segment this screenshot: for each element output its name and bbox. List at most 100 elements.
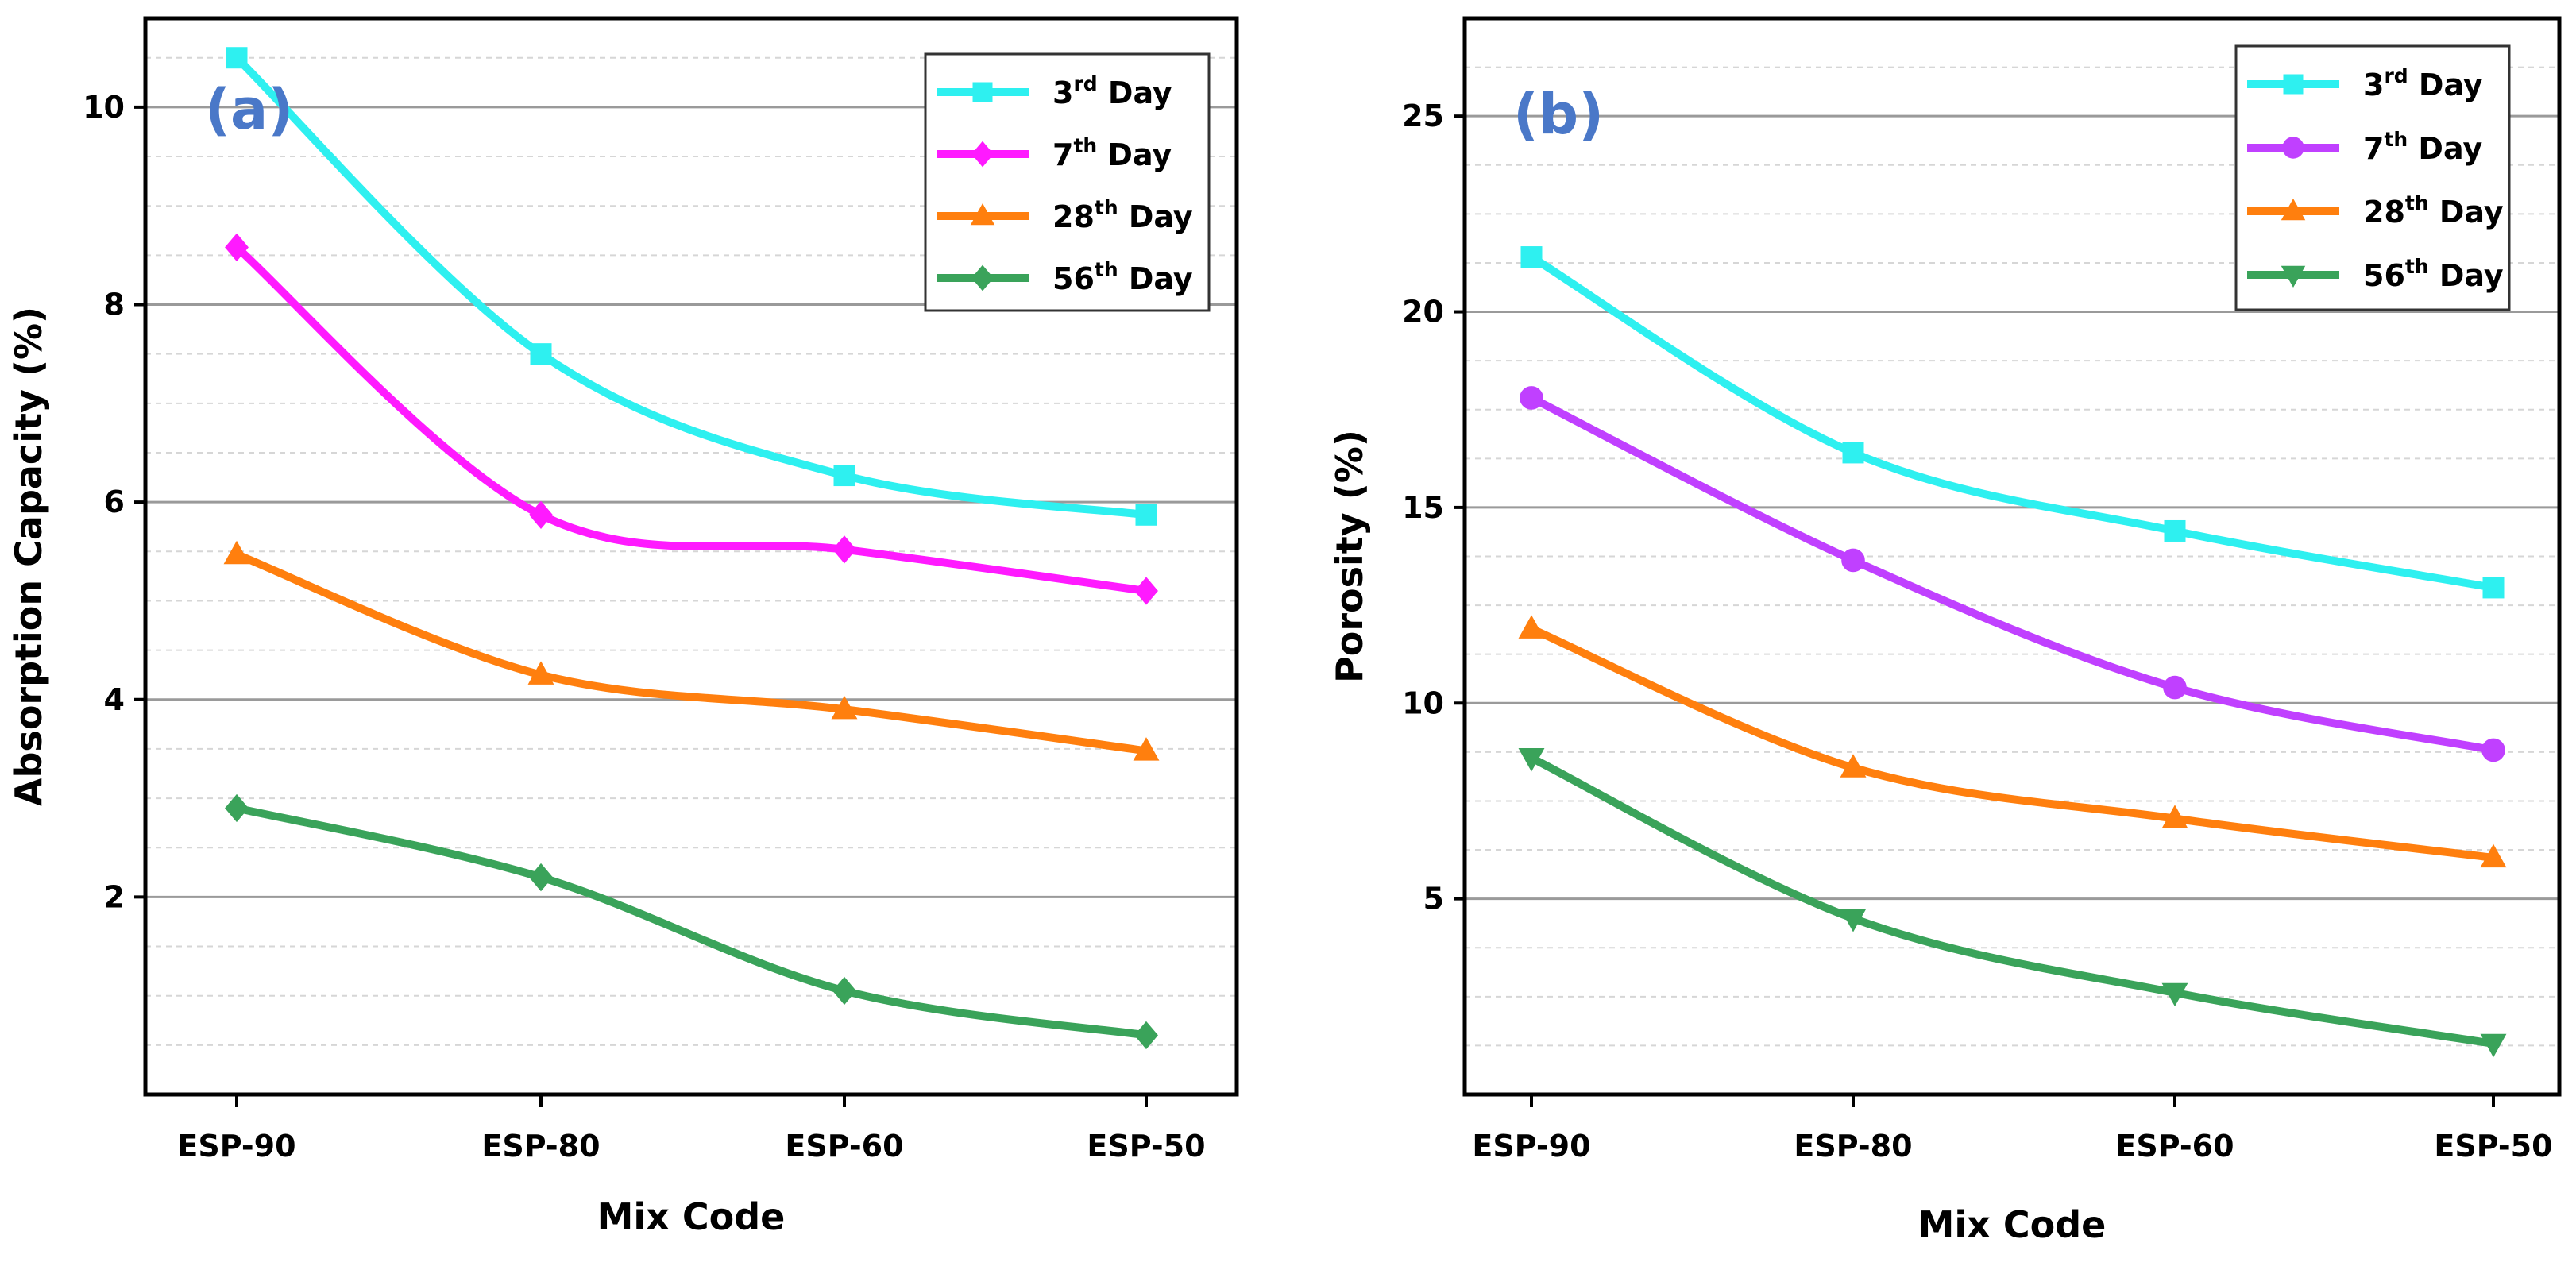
data-point	[833, 465, 855, 487]
series-3rd-day	[226, 47, 1157, 526]
y-tick-label: 6	[104, 484, 125, 519]
series-56th-day	[1518, 748, 2507, 1058]
y-tick-label: 10	[1402, 685, 1444, 720]
data-point	[1133, 737, 1160, 761]
series-line	[1527, 624, 2497, 862]
data-point	[1518, 615, 1545, 639]
legend-item: 28th Day	[2247, 191, 2504, 230]
legend-swatch-marker	[2281, 198, 2306, 221]
legend-label: 28th Day	[1052, 196, 1193, 234]
y-tick-label: 20	[1402, 295, 1444, 330]
legend-item: 3rd Day	[937, 72, 1172, 110]
legend-swatch-marker	[970, 203, 995, 226]
legend-swatch-marker	[2282, 137, 2304, 159]
data-point	[225, 233, 249, 262]
x-axis-title: Mix Code	[1918, 1203, 2107, 1246]
series-28th-day	[223, 540, 1160, 761]
data-point	[1840, 754, 1867, 778]
series-line	[1527, 754, 2497, 1048]
legend-swatch-marker	[971, 141, 994, 168]
legend-label: 56th Day	[2363, 255, 2504, 293]
y-tick-label: 8	[104, 288, 125, 322]
data-point	[2482, 577, 2505, 599]
x-tick-label: ESP-90	[1472, 1129, 1590, 1164]
x-tick-label: ESP-50	[1087, 1129, 1205, 1164]
data-point	[529, 500, 553, 529]
x-tick-label: ESP-60	[2115, 1129, 2234, 1164]
legend-label: 7th Day	[2363, 128, 2482, 166]
plot-frame	[143, 16, 1239, 1097]
data-point	[2163, 675, 2187, 700]
legend: 3rd Day 7th Day 28th Day 56th Day	[2234, 44, 2511, 311]
panel-label: (b)	[1513, 82, 1604, 147]
data-point	[529, 863, 553, 892]
data-point	[1841, 548, 1865, 573]
data-point	[2480, 1033, 2507, 1058]
series-3rd-day	[1520, 246, 2505, 599]
y-tick-label: 5	[1423, 882, 1444, 917]
data-point	[1134, 1021, 1158, 1050]
data-point	[2164, 519, 2186, 542]
data-point	[831, 695, 858, 720]
chart-panel-b: 5 10 15 20 25 ESP-90 ESP-80 ESP-60 ESP-50 Mix Cod…	[1328, 16, 2562, 1246]
legend-item: 56th Day	[2247, 255, 2504, 293]
legend-item: 3rd Day	[2247, 64, 2483, 102]
legend: 3rd Day 7th Day 28th Day 56th Day	[924, 52, 1211, 312]
data-point	[1520, 386, 1543, 410]
legend-box	[2234, 44, 2511, 311]
data-point	[530, 343, 552, 365]
data-point	[223, 540, 250, 565]
legend-item: 56th Day	[937, 258, 1193, 296]
y-axis-title: Absorption Capacity (%)	[7, 307, 50, 806]
data-point	[1518, 748, 1545, 772]
y-tick-label: 15	[1402, 490, 1444, 525]
legend-swatch-marker	[2283, 74, 2304, 95]
series-line	[233, 243, 1150, 596]
data-point	[1842, 442, 1864, 464]
data-point	[2480, 843, 2507, 868]
data-point	[2481, 738, 2505, 762]
series-line	[233, 53, 1150, 519]
y-tick-label: 2	[104, 879, 125, 914]
series-line	[1527, 393, 2497, 755]
x-tick-label: ESP-50	[2434, 1129, 2552, 1164]
y-axis-title: Porosity (%)	[1328, 430, 1371, 683]
plot-frame	[1462, 16, 2562, 1097]
series-7th-day	[225, 233, 1158, 605]
legend-item: 28th Day	[937, 196, 1193, 234]
panel-label: (a)	[205, 77, 293, 142]
data-point	[226, 47, 248, 69]
chart-panel-a: 2 4 6 8 10 ESP-90 ESP-80 ESP-60 ESP-50 Mix Code Ab…	[7, 16, 1239, 1238]
data-point	[1134, 577, 1158, 605]
y-tick-label: 10	[83, 90, 125, 125]
legend-label: 56th Day	[1052, 258, 1193, 296]
legend-swatch-marker	[972, 82, 993, 102]
data-point	[1520, 246, 1543, 268]
series-line	[233, 804, 1150, 1040]
x-tick-label: ESP-80	[481, 1129, 600, 1164]
series-7th-day	[1520, 386, 2505, 762]
y-tick-label: 4	[104, 682, 125, 717]
series-line	[233, 550, 1150, 755]
data-point	[1840, 909, 1867, 932]
x-axis-title: Mix Code	[597, 1195, 786, 1238]
data-point	[1135, 504, 1157, 526]
data-point	[225, 793, 249, 823]
x-tick-label: ESP-60	[785, 1129, 903, 1164]
data-point	[2161, 982, 2188, 1007]
data-point	[832, 976, 856, 1006]
legend-label: 3rd Day	[1052, 72, 1172, 110]
data-point	[527, 661, 554, 685]
x-tick-label: ESP-90	[177, 1129, 295, 1164]
legend-label: 28th Day	[2363, 191, 2504, 230]
legend-label: 7th Day	[1052, 134, 1172, 172]
legend-item: 7th Day	[937, 134, 1172, 172]
legend-swatch-marker	[2281, 265, 2306, 288]
legend-swatch-marker	[971, 264, 994, 291]
data-point	[832, 535, 856, 564]
data-point	[2161, 805, 2188, 828]
gridlines	[1465, 66, 2559, 1047]
legend-item: 7th Day	[2247, 128, 2482, 166]
